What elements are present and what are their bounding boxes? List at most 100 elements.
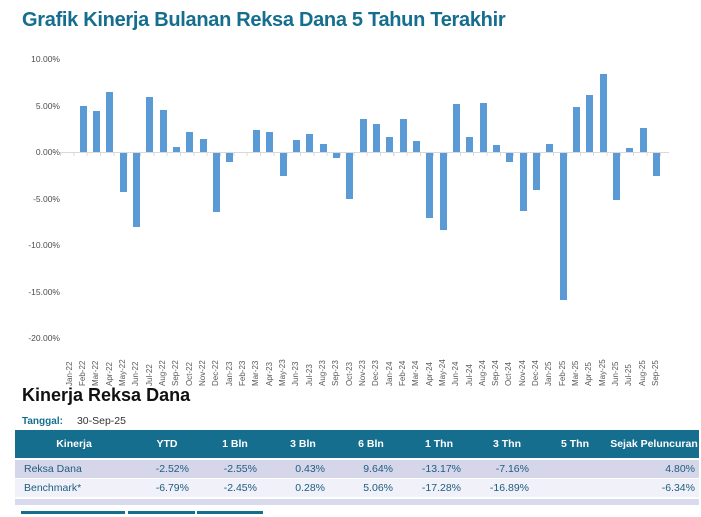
cell-value: 4.80% <box>665 462 695 475</box>
x-tick-label: Jun-25 <box>611 361 621 386</box>
cell-value: 5.06% <box>363 482 393 494</box>
x-tick-label: Sep-25 <box>651 360 661 386</box>
y-tick-label: -5.00% <box>33 193 60 204</box>
cell-value: 9.64% <box>363 462 393 475</box>
x-tick-label: Jul-25 <box>624 364 634 386</box>
x-tick-label: Sep-23 <box>331 360 341 386</box>
bar-Apr-22 <box>106 91 114 152</box>
x-tick-label: May-22 <box>117 359 127 386</box>
x-tick-label: Jun-22 <box>131 361 141 386</box>
x-tick-label: Feb-22 <box>77 360 87 386</box>
x-tick-label: Sep-24 <box>491 360 501 386</box>
bar-Mar-23 <box>252 129 260 152</box>
x-tick-label: Jan-23 <box>224 361 234 386</box>
y-tick-label: 0.00% <box>35 147 60 157</box>
x-tick-label: Feb-25 <box>557 360 567 386</box>
bar-Feb-22 <box>79 106 87 152</box>
y-tick-label: -15.00% <box>28 286 60 297</box>
x-tick-label: Aug-22 <box>157 360 167 386</box>
x-tick-label: Nov-23 <box>357 360 367 386</box>
border-segment <box>197 511 263 514</box>
y-tick-label: 5.00% <box>35 100 60 111</box>
cell-value: -2.55% <box>223 462 257 475</box>
cell-value: -13.17% <box>421 462 461 475</box>
bar-Dec-22 <box>212 153 220 212</box>
y-axis: 10.00% 5.00% 0.00% -5.00% -10.00% -15.00% -20.… <box>0 54 60 343</box>
column-header: YTD <box>156 437 178 450</box>
bar-May-22 <box>119 153 127 193</box>
bar-May-24 <box>439 153 447 231</box>
row-label: Reksa Dana <box>24 462 82 475</box>
bar-Nov-23 <box>359 119 367 152</box>
bar-Jul-23 <box>306 134 314 152</box>
y-tick-label: 10.00% <box>31 54 60 64</box>
bar-Jan-24 <box>386 137 394 152</box>
x-tick-label: Nov-24 <box>517 360 527 386</box>
bar-Apr-24 <box>426 153 434 219</box>
x-tick-label: Oct-22 <box>184 361 194 386</box>
x-tick-label: Oct-23 <box>344 361 354 386</box>
date-row: Tanggal: 30-Sep-25 <box>22 415 126 427</box>
bar-Aug-23 <box>319 143 327 152</box>
next-table-top-border <box>0 511 701 514</box>
cell-value: -7.16% <box>495 462 529 475</box>
column-header: Sejak Peluncuran <box>610 437 698 450</box>
bar-Jul-24 <box>466 137 474 152</box>
date-label: Tanggal: <box>22 416 63 427</box>
bar-Oct-23 <box>346 153 354 199</box>
x-tick-label: Feb-24 <box>397 360 407 386</box>
column-header: 3 Thn <box>493 437 521 450</box>
x-tick-label: Jul-24 <box>464 364 474 386</box>
bar-Apr-23 <box>266 131 274 152</box>
bar-Oct-22 <box>186 132 194 152</box>
x-tick-label: Apr-23 <box>264 361 274 386</box>
bar-Jun-23 <box>292 139 300 152</box>
x-tick-label: Feb-23 <box>237 360 247 386</box>
table-row: Reksa Dana -2.52% -2.55% 0.43% 9.64% -13.17% -… <box>15 459 699 478</box>
column-header: 3 Bln <box>290 437 316 450</box>
bar-Feb-24 <box>399 118 407 152</box>
column-header: 6 Bln <box>358 437 384 450</box>
x-tick-label: Oct-24 <box>504 361 514 386</box>
x-tick-label: Aug-23 <box>317 360 327 386</box>
bar-Feb-25 <box>559 153 567 300</box>
bar-Oct-24 <box>506 153 514 163</box>
bar-May-23 <box>279 153 287 177</box>
x-tick-label: May-23 <box>277 359 287 386</box>
x-tick-label: Mar-23 <box>251 360 261 386</box>
cell-value: -6.79% <box>155 482 189 494</box>
x-tick-label: Mar-24 <box>411 360 421 386</box>
x-tick-label: Aug-24 <box>477 360 487 386</box>
column-header: 1 Thn <box>425 437 453 450</box>
x-tick-label: May-25 <box>597 359 607 386</box>
bar-Jan-25 <box>546 143 554 152</box>
bar-Jan-23 <box>226 153 234 163</box>
x-tick-label: Jul-23 <box>304 364 314 386</box>
x-tick-label: Jan-22 <box>64 361 74 386</box>
column-header: 5 Thn <box>561 437 589 450</box>
bar-Mar-22 <box>92 111 100 152</box>
y-tick-label: -10.00% <box>28 240 60 250</box>
cell-value: 0.43% <box>295 462 325 475</box>
x-tick-label: Mar-25 <box>571 360 581 386</box>
x-tick-label: Mar-22 <box>91 360 101 386</box>
x-tick-label: Dec-22 <box>211 360 221 386</box>
date-value: 30-Sep-25 <box>76 415 126 427</box>
table-header-row: Kinerja YTD 1 Bln 3 Bln 6 Bln 1 Thn 3 Thn 5 Thn… <box>15 430 699 458</box>
axis-tick-marks <box>60 153 669 156</box>
x-axis: Jan-22 Feb-22 Mar-22 Apr-22 May-22 Jun-22 Jul-… <box>63 342 663 386</box>
border-segment <box>21 511 125 514</box>
column-header: Kinerja <box>56 437 92 450</box>
bar-Aug-25 <box>639 127 647 152</box>
x-tick-label: Nov-22 <box>197 360 207 386</box>
bar-Jun-22 <box>132 153 140 228</box>
monthly-performance-bar-chart: 10.00% 5.00% 0.00% -5.00% -10.00% -15.00% -20.… <box>0 54 701 389</box>
bar-Jun-24 <box>452 103 460 152</box>
x-tick-label: Jan-24 <box>384 361 394 386</box>
x-tick-label: Jun-24 <box>451 361 461 386</box>
bar-Dec-23 <box>372 124 380 152</box>
section-title: Kinerja Reksa Dana <box>22 385 191 405</box>
cell-value: 0.28% <box>295 482 325 494</box>
x-tick-label: Apr-22 <box>104 361 114 386</box>
